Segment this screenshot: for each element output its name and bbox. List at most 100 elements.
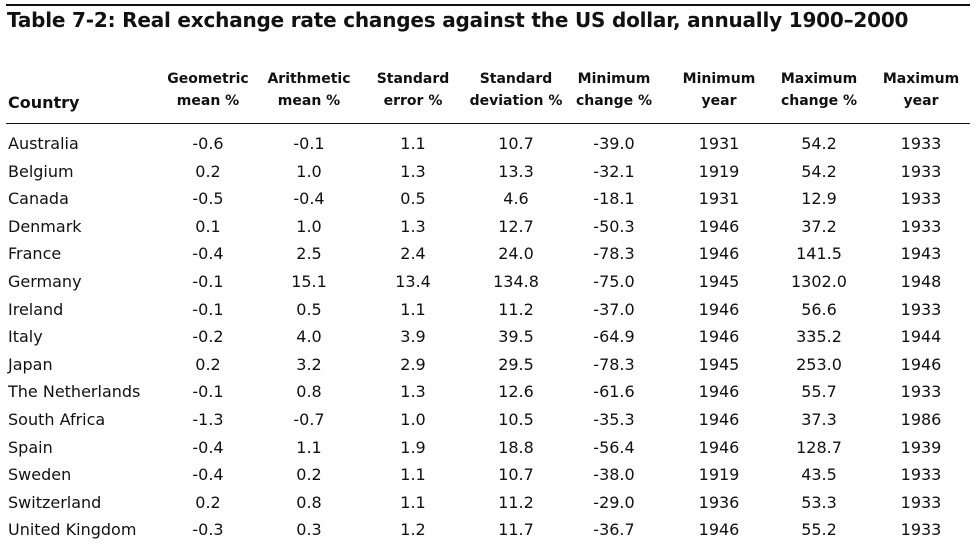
cell-standard-error: 1.0	[400, 409, 426, 429]
cell-minimum-change: -35.3	[593, 409, 635, 429]
cell-maximum-year: 1944	[900, 327, 942, 347]
cell-minimum-year: 1945	[698, 271, 740, 291]
cell-arithmetic-mean: 0.8	[296, 382, 322, 402]
cell-standard-deviation: 39.5	[498, 327, 534, 347]
table-row: Ireland -0.1 0.5 1.1 11.2 -37.0 1946 56.6 1933	[0, 297, 976, 325]
cell-minimum-change: -36.7	[593, 520, 635, 540]
table-row: Spain -0.4 1.1 1.9 18.8 -56.4 1946 128.7 1939	[0, 435, 976, 463]
cell-minimum-year: 1936	[698, 492, 740, 512]
cell-minimum-change: -29.0	[593, 492, 635, 512]
cell-minimum-change: -61.6	[593, 382, 635, 402]
cell-standard-error: 1.1	[400, 465, 426, 485]
header-maximum-change: Maximum change %	[780, 71, 858, 109]
cell-geometric-mean: -1.3	[192, 409, 224, 429]
cell-minimum-year: 1946	[698, 382, 740, 402]
cell-standard-deviation: 11.2	[498, 299, 534, 319]
table-row: South Africa -1.3 -0.7 1.0 10.5 -35.3 1946 37.3…	[0, 407, 976, 435]
cell-geometric-mean: -0.4	[192, 244, 224, 264]
cell-arithmetic-mean: 1.1	[296, 437, 322, 457]
cell-arithmetic-mean: 0.8	[296, 492, 322, 512]
cell-maximum-change: 128.7	[796, 437, 842, 457]
cell-minimum-year: 1931	[698, 189, 740, 209]
cell-geometric-mean: 0.1	[195, 216, 221, 236]
cell-minimum-year: 1945	[698, 354, 740, 374]
cell-minimum-year: 1946	[698, 299, 740, 319]
cell-minimum-change: -78.3	[593, 244, 635, 264]
cell-minimum-year: 1919	[698, 161, 740, 181]
cell-geometric-mean: 0.2	[195, 354, 221, 374]
cell-arithmetic-mean: 4.0	[296, 327, 322, 347]
table-row: Sweden -0.4 0.2 1.1 10.7 -38.0 1919 43.5 1933	[0, 462, 976, 490]
cell-standard-deviation: 13.3	[498, 161, 534, 181]
cell-geometric-mean: 0.2	[195, 492, 221, 512]
cell-country: Ireland	[8, 299, 64, 319]
table-row: Canada -0.5 -0.4 0.5 4.6 -18.1 1931 12.9 1933	[0, 186, 976, 214]
cell-minimum-year: 1946	[698, 520, 740, 540]
table-row: The Netherlands -0.1 0.8 1.3 12.6 -61.6 1946 55…	[0, 379, 976, 407]
cell-maximum-change: 56.6	[801, 299, 837, 319]
cell-geometric-mean: -0.3	[192, 520, 224, 540]
top-rule	[6, 4, 970, 6]
cell-arithmetic-mean: 0.3	[296, 520, 322, 540]
cell-geometric-mean: -0.4	[192, 437, 224, 457]
cell-standard-error: 1.3	[400, 382, 426, 402]
cell-maximum-change: 253.0	[796, 354, 842, 374]
cell-arithmetic-mean: -0.7	[293, 409, 325, 429]
cell-country: Canada	[8, 189, 69, 209]
cell-minimum-change: -38.0	[593, 465, 635, 485]
cell-maximum-year: 1986	[900, 409, 942, 429]
cell-country: Belgium	[8, 161, 74, 181]
cell-arithmetic-mean: 15.1	[291, 271, 327, 291]
cell-standard-deviation: 18.8	[498, 437, 534, 457]
cell-standard-error: 2.4	[400, 244, 426, 264]
cell-geometric-mean: -0.2	[192, 327, 224, 347]
cell-maximum-year: 1933	[900, 216, 942, 236]
cell-standard-deviation: 12.7	[498, 216, 534, 236]
cell-maximum-year: 1933	[900, 382, 942, 402]
cell-standard-deviation: 12.6	[498, 382, 534, 402]
cell-standard-error: 1.2	[400, 520, 426, 540]
cell-maximum-change: 37.3	[801, 409, 837, 429]
cell-standard-error: 1.9	[400, 437, 426, 457]
header-maximum-year: Maximum year	[882, 71, 960, 109]
cell-geometric-mean: -0.5	[192, 189, 224, 209]
cell-standard-deviation: 10.5	[498, 409, 534, 429]
cell-country: Spain	[8, 437, 53, 457]
cell-standard-deviation: 4.6	[503, 189, 529, 209]
cell-maximum-year: 1933	[900, 189, 942, 209]
cell-maximum-change: 12.9	[801, 189, 837, 209]
cell-standard-deviation: 10.7	[498, 134, 534, 153]
cell-arithmetic-mean: -0.4	[293, 189, 325, 209]
table-row: United Kingdom -0.3 0.3 1.2 11.7 -36.7 1946 55.…	[0, 517, 976, 545]
cell-minimum-year: 1919	[698, 465, 740, 485]
cell-country: Japan	[8, 354, 53, 374]
cell-geometric-mean: -0.1	[192, 382, 224, 402]
cell-maximum-change: 335.2	[796, 327, 842, 347]
cell-standard-error: 1.3	[400, 161, 426, 181]
cell-maximum-change: 53.3	[801, 492, 837, 512]
cell-standard-deviation: 24.0	[498, 244, 534, 264]
cell-minimum-change: -18.1	[593, 189, 635, 209]
cell-maximum-change: 55.7	[801, 382, 837, 402]
header-minimum-change: Minimum change %	[575, 71, 653, 109]
cell-geometric-mean: -0.4	[192, 465, 224, 485]
cell-geometric-mean: -0.1	[192, 299, 224, 319]
cell-country: Switzerland	[8, 492, 102, 512]
cell-standard-error: 1.1	[400, 134, 426, 153]
table-body: Australia -0.6 -0.1 1.1 10.7 -39.0 1931 54.2 193…	[0, 131, 976, 545]
cell-minimum-change: -56.4	[593, 437, 635, 457]
cell-country: United Kingdom	[8, 520, 137, 540]
cell-country: Germany	[8, 271, 82, 291]
cell-arithmetic-mean: 2.5	[296, 244, 322, 264]
cell-standard-error: 1.3	[400, 216, 426, 236]
header-standard-error: Standard error %	[376, 71, 450, 109]
table-row: Germany -0.1 15.1 13.4 134.8 -75.0 1945 1302.0 1…	[0, 269, 976, 297]
cell-maximum-year: 1939	[900, 437, 942, 457]
cell-maximum-change: 43.5	[801, 465, 837, 485]
cell-standard-error: 13.4	[395, 271, 431, 291]
table-row: Italy -0.2 4.0 3.9 39.5 -64.9 1946 335.2 1944	[0, 324, 976, 352]
cell-country: France	[8, 244, 62, 264]
cell-country: Italy	[8, 327, 43, 347]
cell-country: South Africa	[8, 409, 106, 429]
cell-minimum-change: -39.0	[593, 134, 635, 153]
